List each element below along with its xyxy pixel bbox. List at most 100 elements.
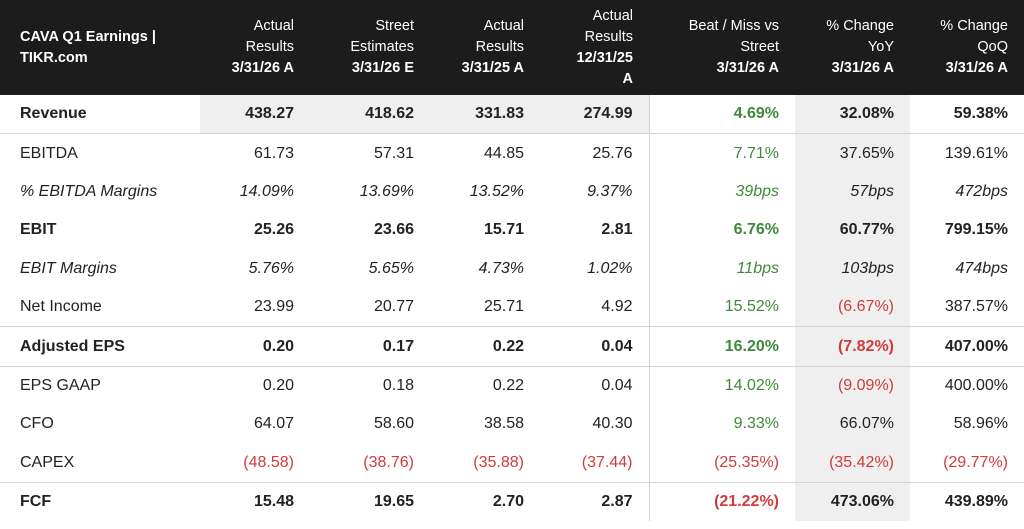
- cell-qoq: 139.61%: [910, 133, 1024, 173]
- col-header-date-suffix: A: [622, 70, 633, 87]
- row-label: CFO: [20, 415, 54, 433]
- col-header-line: Beat / Miss vs: [688, 18, 779, 34]
- cell-estimate: 0.17: [310, 326, 430, 367]
- col-header-line: Street: [740, 39, 779, 55]
- cell-beat-miss: 6.76%: [648, 211, 795, 250]
- cell-actual: 5.76%: [248, 259, 294, 277]
- col-header-line: Estimates: [350, 39, 414, 55]
- cell-yoy: 57bps: [795, 172, 910, 212]
- table-row-eps-gaap: EPS GAAP 0.20 0.18 0.22 0.04 14.02% (9.0…: [0, 365, 1024, 406]
- cell-qoq: 407.00%: [910, 326, 1024, 367]
- cell-prior-quarter: 40.30: [592, 415, 633, 433]
- row-label: FCF: [0, 481, 200, 522]
- col-header-date: 3/31/25 A: [461, 60, 524, 76]
- col-header-date: 3/31/26 A: [231, 60, 294, 76]
- cell-actual: 0.20: [200, 365, 310, 406]
- col-header-date: 3/31/26 A: [716, 60, 779, 76]
- cell-qoq: 400.00%: [910, 365, 1024, 406]
- cell-estimate: 13.69%: [359, 182, 414, 200]
- cell-actual: 438.27: [200, 95, 310, 134]
- header-row: CAVA Q1 Earnings | TIKR.com Actual Resul…: [0, 0, 1024, 95]
- cell-prior-quarter: 1.02%: [587, 259, 633, 277]
- col-header-line: Street: [375, 18, 414, 34]
- cell-prior-quarter: 9.37%: [587, 182, 633, 200]
- col-header-line: Results: [245, 39, 294, 55]
- cell-estimate: 418.62: [310, 95, 430, 134]
- cell-prior-quarter: 0.04: [540, 326, 649, 367]
- cell-prior-year: 4.73%: [478, 259, 524, 277]
- cell-prior-quarter: 4.92: [601, 298, 633, 316]
- col-header-date: 3/31/26 E: [351, 60, 414, 76]
- col-header-date: 3/31/26 A: [831, 60, 894, 76]
- row-label: EBIT Margins: [20, 259, 117, 277]
- cell-prior-quarter: 25.76: [540, 133, 649, 173]
- col-header-line: Actual: [253, 18, 294, 34]
- cell-prior-year: 44.85: [430, 133, 540, 173]
- cell-beat-miss: 7.71%: [648, 133, 795, 173]
- cell-estimate: 19.65: [310, 481, 430, 522]
- cell-prior-year: 0.22: [430, 326, 540, 367]
- cell-prior-year: 25.71: [483, 298, 524, 316]
- table-row-capex: CAPEX (48.58) (38.76) (35.88) (37.44) (2…: [0, 443, 1024, 483]
- row-label: Revenue: [20, 105, 87, 123]
- col-header-date: 3/31/26 A: [945, 60, 1008, 76]
- cell-yoy: 66.07%: [795, 405, 910, 444]
- cell-yoy: 32.08%: [795, 95, 910, 134]
- cell-yoy: (7.82%): [795, 326, 910, 367]
- cell-actual: 61.73: [200, 133, 310, 173]
- cell-yoy: (6.67%): [795, 287, 910, 327]
- cell-beat-miss: 39bps: [648, 172, 795, 212]
- cell-qoq: 387.57%: [944, 298, 1008, 316]
- cell-actual: 23.99: [253, 298, 294, 316]
- cell-beat-miss: 15.52%: [648, 287, 795, 327]
- cell-prior-quarter: (37.44): [581, 453, 633, 471]
- cell-qoq: (29.77%): [943, 453, 1008, 471]
- cell-yoy: 473.06%: [795, 481, 910, 522]
- cell-beat-miss: (21.22%): [648, 481, 795, 522]
- cell-prior-year: 2.70: [430, 481, 540, 522]
- col-header-actual-q1-25: Actual Results 3/31/25 A: [430, 0, 540, 95]
- table-row-ebitda-margins: % EBITDA Margins 14.09% 13.69% 13.52% 9.…: [0, 172, 1024, 212]
- col-header-line: Results: [475, 39, 524, 55]
- cell-qoq: 799.15%: [944, 221, 1008, 239]
- row-label: Adjusted EPS: [0, 326, 200, 367]
- cell-beat-miss: 16.20%: [648, 326, 795, 367]
- row-label: EBIT: [20, 221, 57, 239]
- cell-prior-quarter: 0.04: [540, 365, 649, 406]
- col-header-change-qoq: % Change QoQ 3/31/26 A: [910, 0, 1024, 95]
- col-header-line: % Change: [826, 18, 894, 34]
- cell-estimate: 57.31: [310, 133, 430, 173]
- cell-beat-miss: (25.35%): [648, 443, 795, 483]
- col-header-change-yoy: % Change YoY 3/31/26 A: [795, 0, 910, 95]
- cell-qoq: 59.38%: [953, 105, 1008, 123]
- col-header-line: YoY: [867, 39, 894, 55]
- table-row-net-income: Net Income 23.99 20.77 25.71 4.92 15.52%…: [0, 287, 1024, 327]
- col-header-actual-q1-26: Actual Results 3/31/26 A: [200, 0, 310, 95]
- col-header-actual-q4-25: Actual Results 12/31/25 A: [540, 0, 649, 95]
- table-title: CAVA Q1 Earnings | TIKR.com: [0, 0, 200, 95]
- cell-estimate: 0.18: [310, 365, 430, 406]
- table-row-revenue: Revenue 438.27 418.62 331.83 274.99 4.69…: [0, 95, 1024, 134]
- cell-actual: 14.09%: [239, 182, 294, 200]
- cell-qoq: 58.96%: [953, 415, 1008, 433]
- cell-actual: (48.58): [243, 453, 294, 471]
- cell-beat-miss: 11bps: [648, 249, 795, 288]
- col-header-line: Actual: [483, 18, 524, 34]
- col-header-street-estimates: Street Estimates 3/31/26 E: [310, 0, 430, 95]
- table-row-cfo: CFO 64.07 58.60 38.58 40.30 9.33% 66.07%…: [0, 405, 1024, 444]
- table-row-ebit: EBIT 25.26 23.66 15.71 2.81 6.76% 60.77%…: [0, 211, 1024, 250]
- cell-prior-year: 0.22: [430, 365, 540, 406]
- table-row-fcf: FCF 15.48 19.65 2.70 2.87 (21.22%) 473.0…: [0, 481, 1024, 522]
- cell-estimate: 58.60: [373, 415, 414, 433]
- row-label: EPS GAAP: [0, 365, 200, 406]
- table-row-adjusted-eps: Adjusted EPS 0.20 0.17 0.22 0.04 16.20% …: [0, 326, 1024, 367]
- col-header-beat-miss: Beat / Miss vs Street 3/31/26 A: [649, 0, 795, 95]
- cell-prior-year: (35.88): [473, 453, 524, 471]
- table-row-ebitda: EBITDA 61.73 57.31 44.85 25.76 7.71% 37.…: [0, 133, 1024, 173]
- title-line-1: CAVA Q1 Earnings |: [20, 28, 156, 45]
- cell-qoq: 474bps: [955, 259, 1009, 277]
- col-header-line: % Change: [940, 18, 1008, 34]
- cell-prior-quarter: 2.87: [540, 481, 649, 522]
- row-label: EBITDA: [0, 133, 200, 173]
- col-header-date: 12/31/25: [576, 49, 633, 66]
